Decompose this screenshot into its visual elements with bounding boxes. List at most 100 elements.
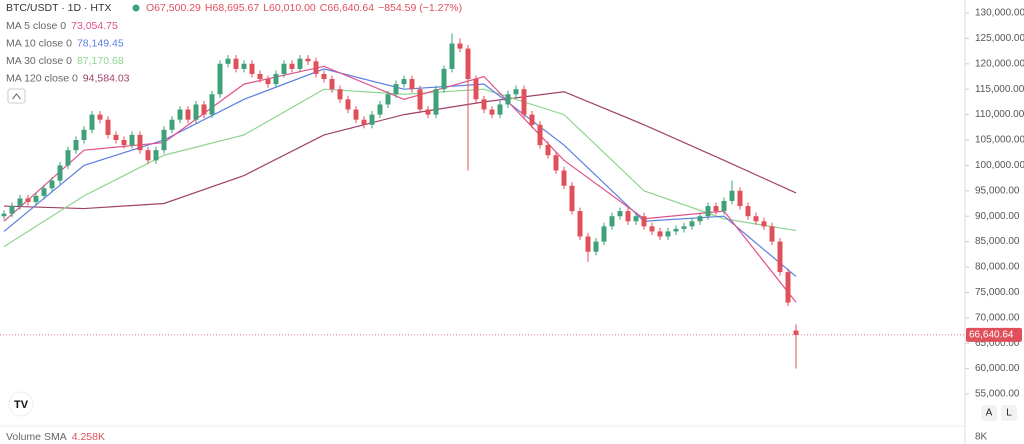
ma-name: MA 30 close 0 xyxy=(6,55,72,67)
y-tick-label: 95,000.00 xyxy=(975,185,1020,196)
candle-body xyxy=(265,79,271,85)
ohlc-key: L xyxy=(263,2,269,14)
candle-body xyxy=(729,190,735,201)
candle-body xyxy=(73,140,79,151)
ma-line xyxy=(3,91,797,210)
ma-legend: MA 5 close 0 73,054.75 xyxy=(6,20,118,32)
candle-body xyxy=(681,226,687,229)
candle-body xyxy=(113,134,119,140)
candle-body xyxy=(569,185,575,212)
volume-name: Volume SMA xyxy=(6,431,67,443)
candle-body xyxy=(193,104,199,120)
candle-body xyxy=(561,170,567,186)
market-status xyxy=(132,4,140,12)
ma-legend: MA 10 close 0 78,149.45 xyxy=(6,37,124,49)
candle-body xyxy=(705,206,711,217)
candle-body xyxy=(177,109,183,120)
candle-body xyxy=(641,216,647,227)
candle-body xyxy=(81,129,87,140)
candle-body xyxy=(361,119,367,125)
collapse-icon xyxy=(12,93,21,100)
candle-body xyxy=(289,63,295,69)
ohlc-key: O xyxy=(146,2,154,14)
ma-line xyxy=(3,65,797,303)
last-price-label: 66,640.64 xyxy=(969,330,1014,341)
ma-line xyxy=(3,88,797,248)
volume-value: 4.258K xyxy=(72,431,105,443)
candle-body xyxy=(537,124,543,146)
candle-body xyxy=(777,241,783,273)
candle-body xyxy=(353,109,359,120)
ma-legend: MA 120 close 0 94,584.03 xyxy=(6,72,130,84)
y-tick-label: 80,000.00 xyxy=(975,262,1020,273)
candle-body xyxy=(737,190,743,207)
candle-body xyxy=(369,114,375,125)
candle-body xyxy=(409,79,415,90)
candle-body xyxy=(585,236,591,252)
candle-body xyxy=(145,150,151,161)
y-tick-label: 55,000.00 xyxy=(975,389,1020,400)
candle-body xyxy=(489,109,495,115)
auto-label: A xyxy=(986,408,993,419)
y-tick-label: 65,000.00 xyxy=(975,338,1020,349)
candle-body xyxy=(593,241,599,252)
ma-value: 87,170.68 xyxy=(77,55,124,67)
ma-value: 73,054.75 xyxy=(71,20,118,32)
candle-body xyxy=(689,221,695,227)
y-tick-label: 125,000.00 xyxy=(975,33,1024,44)
candle-body xyxy=(793,330,799,335)
candle-body xyxy=(249,63,255,74)
candle-body xyxy=(209,94,215,115)
candle-body xyxy=(465,48,471,80)
candle-body xyxy=(505,94,511,105)
ma-name: MA 5 close 0 xyxy=(6,20,66,32)
candle-body xyxy=(129,134,135,146)
ohlc-key: H xyxy=(205,2,213,14)
candle-body xyxy=(721,200,727,212)
candle-body xyxy=(665,231,671,237)
candle-body xyxy=(713,206,719,212)
candle-body xyxy=(401,79,407,85)
log-button[interactable] xyxy=(1001,405,1017,421)
candle-body xyxy=(769,226,775,242)
ohlc-value: 68,695.67 xyxy=(212,2,259,14)
candle-body xyxy=(97,114,103,120)
auto-button[interactable] xyxy=(981,405,997,421)
y-tick-label: 100,000.00 xyxy=(975,160,1024,171)
candle-body xyxy=(33,195,39,202)
candle-body xyxy=(217,63,223,95)
candle-body xyxy=(753,216,759,222)
ma-value: 94,584.03 xyxy=(83,72,130,84)
candle-body xyxy=(553,155,559,171)
volume-legend: Volume SMA 4.258K xyxy=(6,431,105,443)
y-tick-label: 115,000.00 xyxy=(975,84,1024,95)
candle-body xyxy=(457,43,463,49)
candle-body xyxy=(9,206,15,214)
candle-body xyxy=(617,211,623,217)
candle-body xyxy=(297,58,303,69)
candle-body xyxy=(521,89,527,115)
candle-body xyxy=(497,104,503,115)
candle-body xyxy=(649,226,655,232)
ohlc-key: C xyxy=(320,2,328,14)
candle-body xyxy=(25,198,31,202)
candle-body xyxy=(377,104,383,115)
y-tick-label: 60,000.00 xyxy=(975,363,1020,374)
y-tick-label: 130,000.00 xyxy=(975,8,1024,19)
candle-body xyxy=(433,89,439,115)
candle-body xyxy=(673,228,679,232)
y-tick-label: 105,000.00 xyxy=(975,135,1024,146)
candle-body xyxy=(313,61,319,74)
candle-body xyxy=(233,58,239,69)
change: −854.59 (−1.27%) xyxy=(378,2,462,14)
collapse-button[interactable] xyxy=(7,88,26,104)
ma-value: 78,149.45 xyxy=(77,37,124,49)
candle-body xyxy=(225,58,231,64)
candle-body xyxy=(697,216,703,222)
candle-body xyxy=(57,165,63,181)
candle-body xyxy=(281,63,287,74)
y-tick-label: 90,000.00 xyxy=(975,211,1020,222)
candle-body xyxy=(105,119,111,135)
